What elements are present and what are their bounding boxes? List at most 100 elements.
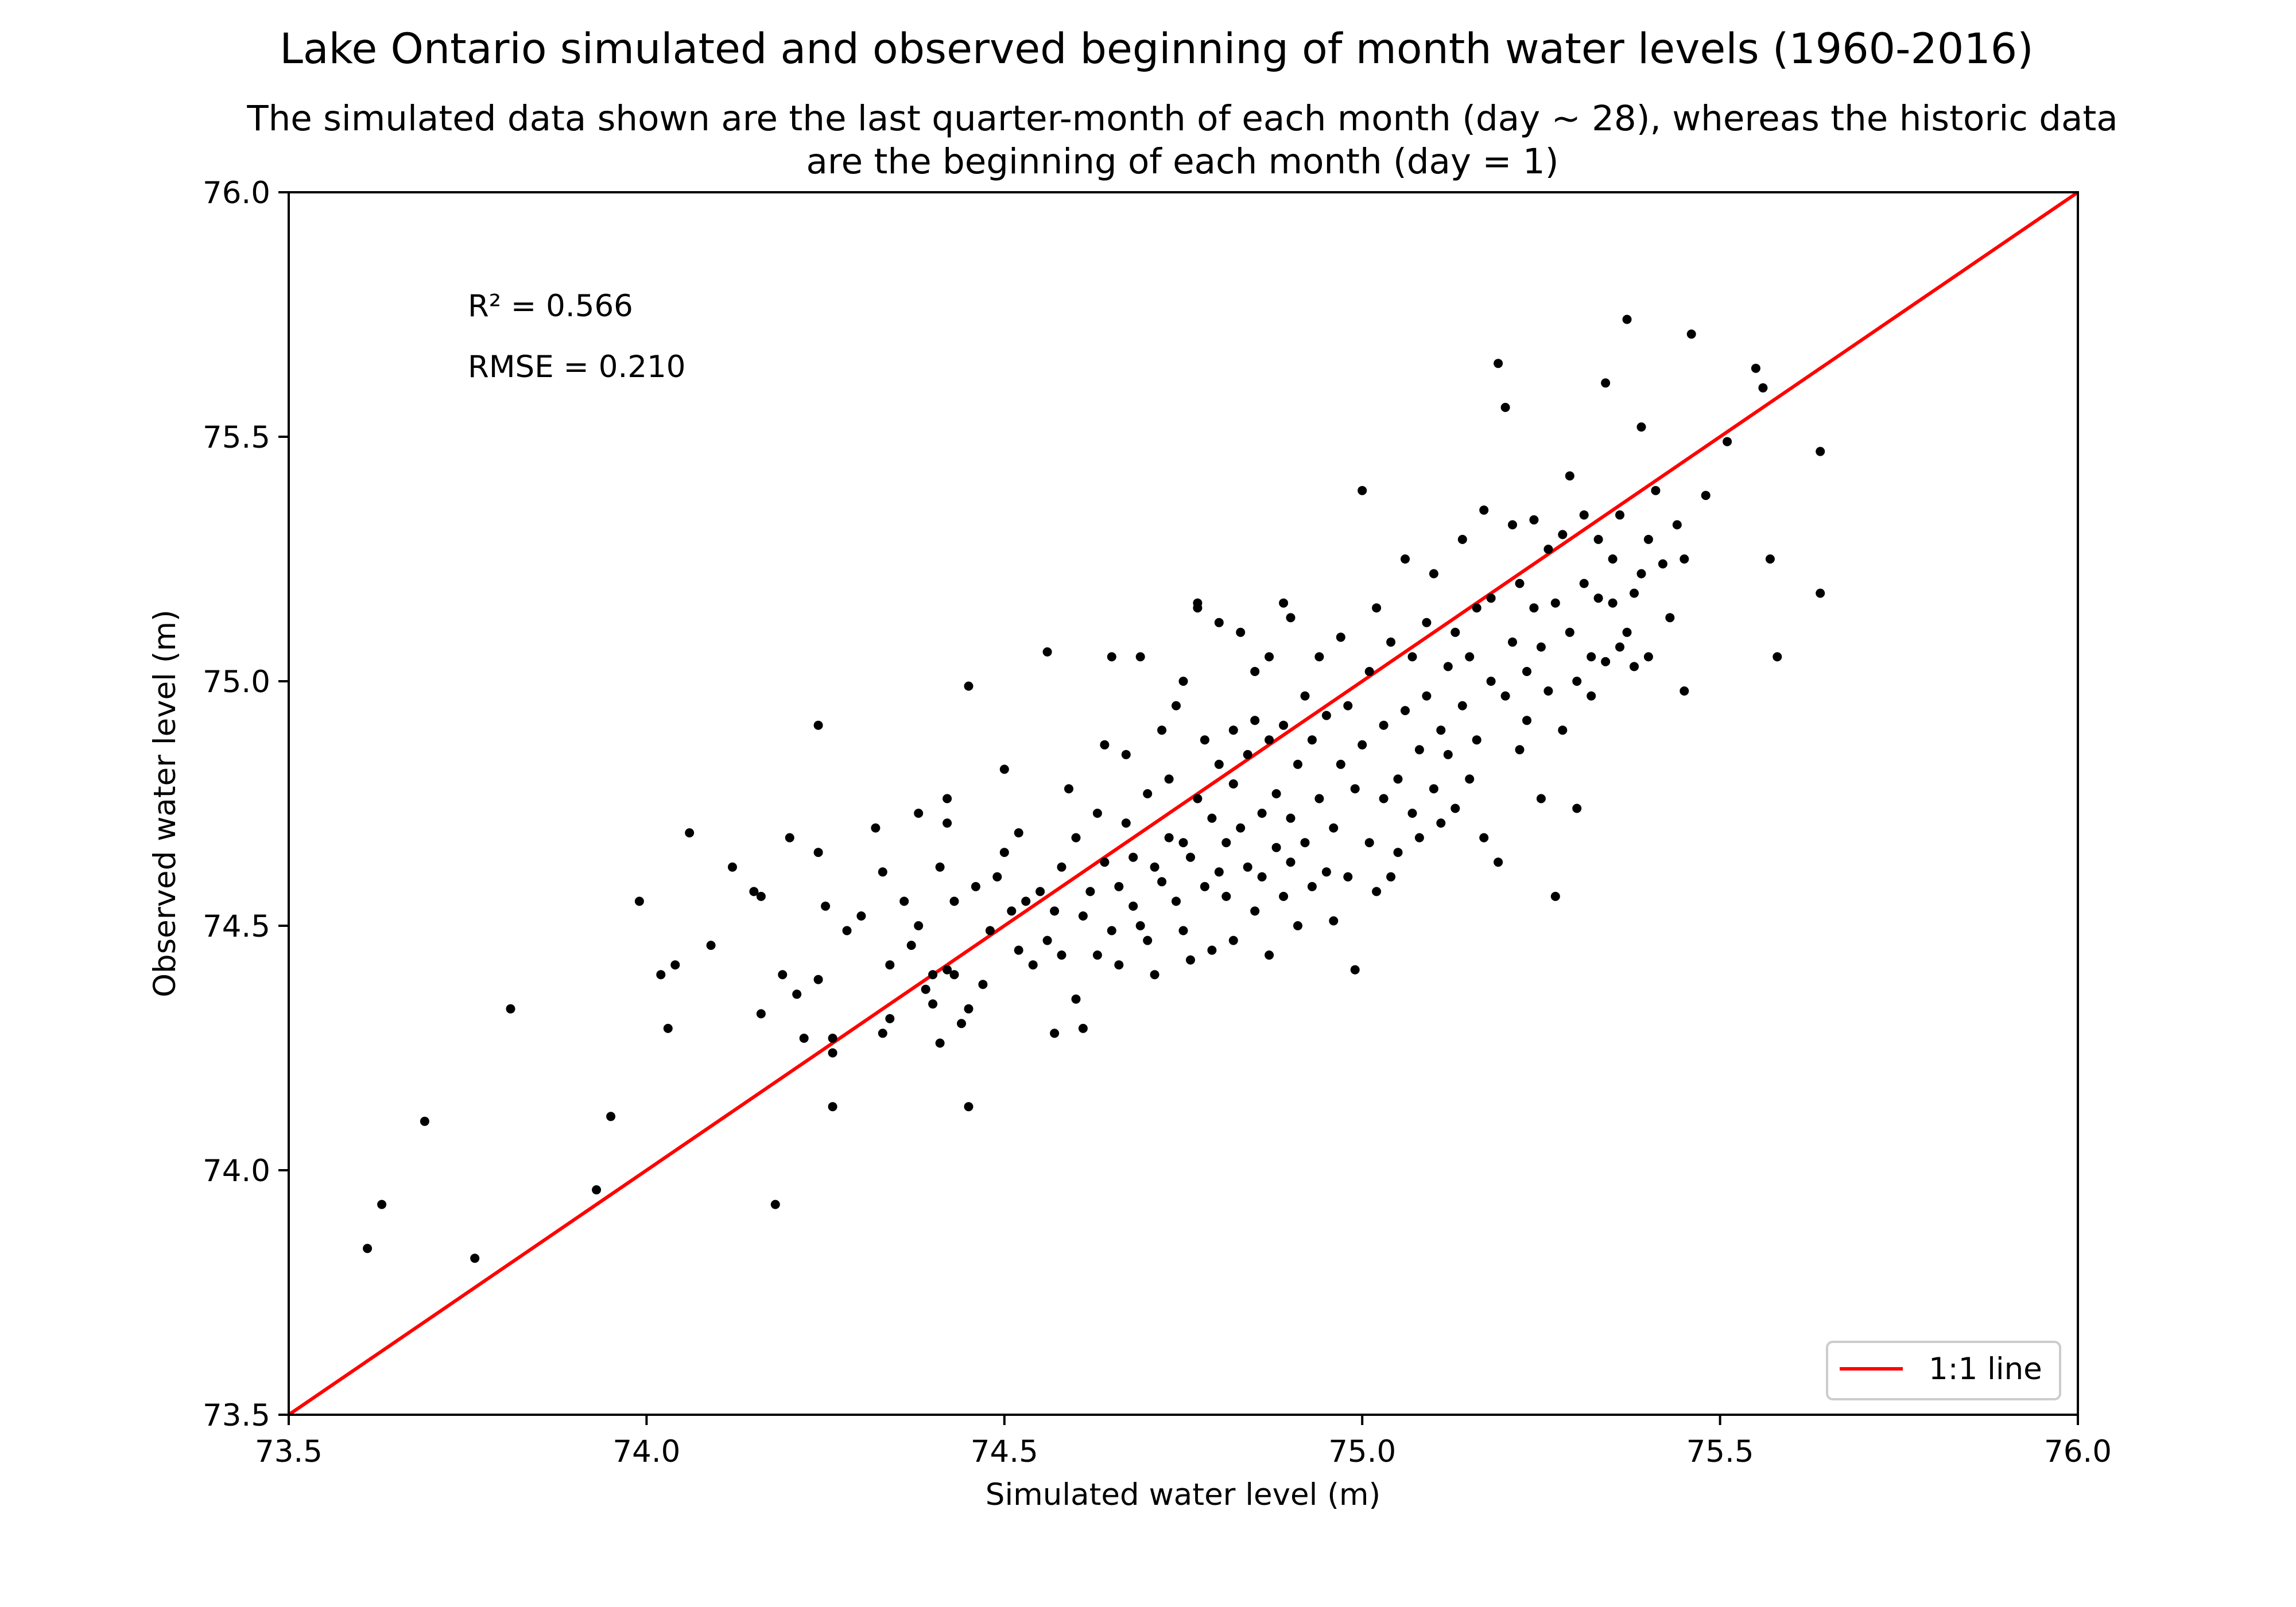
r-squared-annotation: R² = 0.566 <box>468 289 633 324</box>
data-point <box>1314 794 1324 804</box>
data-point <box>1765 554 1775 564</box>
reference-line-1-1 <box>288 191 2079 1416</box>
data-point <box>656 970 666 980</box>
data-point <box>921 984 930 994</box>
data-point <box>1758 383 1768 393</box>
data-point <box>935 1038 945 1048</box>
data-point <box>1472 735 1481 745</box>
data-point <box>1107 652 1116 662</box>
data-point <box>1672 520 1682 530</box>
data-point <box>1379 794 1389 804</box>
data-point <box>949 970 959 980</box>
data-point <box>1529 515 1539 525</box>
data-point <box>670 960 680 970</box>
data-point <box>1064 784 1073 794</box>
data-point <box>1143 789 1153 798</box>
data-point <box>1214 867 1224 877</box>
data-point <box>1401 706 1410 716</box>
data-point <box>1057 950 1066 960</box>
data-point <box>756 891 766 901</box>
data-point <box>1265 950 1274 960</box>
data-point <box>1221 838 1231 848</box>
data-point <box>1643 652 1653 662</box>
data-point <box>1500 402 1510 412</box>
data-point <box>906 941 916 950</box>
data-points-layer <box>363 315 1825 1263</box>
data-point <box>792 989 802 999</box>
data-point <box>728 862 737 872</box>
data-point <box>1429 784 1438 794</box>
data-point <box>1250 667 1260 676</box>
data-point <box>943 794 952 804</box>
y-axis: 73.5 74.0 74.5 75.0 75.5 76.0 <box>203 176 289 1433</box>
data-point <box>1214 759 1224 769</box>
data-point <box>1515 579 1525 588</box>
data-point <box>1329 916 1339 926</box>
data-point <box>1321 867 1331 877</box>
data-point <box>1193 794 1203 804</box>
reference-line-layer <box>288 191 2079 1416</box>
data-point <box>778 970 788 980</box>
data-point <box>1558 725 1568 735</box>
data-point <box>1465 652 1475 662</box>
data-point <box>1085 887 1095 896</box>
data-point <box>1265 652 1274 662</box>
data-point <box>828 1102 837 1112</box>
data-point <box>1364 838 1374 848</box>
data-point <box>377 1200 387 1209</box>
data-point <box>1401 554 1410 564</box>
data-point <box>1121 750 1131 759</box>
legend-label-1-1-line: 1:1 line <box>1929 1352 2042 1387</box>
y-tick-label: 76.0 <box>203 176 270 211</box>
data-point <box>1615 642 1624 652</box>
data-point <box>1021 896 1031 906</box>
chart-title: Lake Ontario simulated and observed begi… <box>280 25 2033 73</box>
data-point <box>1300 838 1310 848</box>
data-point <box>1157 877 1167 887</box>
x-axis: 73.5 74.0 74.5 75.0 75.5 76.0 <box>255 1415 2112 1469</box>
data-point <box>1443 662 1453 671</box>
x-tick-label: 75.5 <box>1686 1434 1754 1469</box>
data-point <box>1157 725 1167 735</box>
data-point <box>1092 809 1102 818</box>
data-point <box>828 1034 837 1043</box>
data-point <box>1587 652 1596 662</box>
data-point <box>928 999 938 1009</box>
data-point <box>943 965 952 975</box>
data-point <box>1343 701 1353 711</box>
data-point <box>1257 809 1267 818</box>
legend-box <box>1826 1341 2061 1400</box>
data-point <box>1630 588 1639 598</box>
data-point <box>813 720 823 730</box>
data-point <box>1543 686 1553 696</box>
data-point <box>1178 926 1188 936</box>
data-point <box>1579 579 1589 588</box>
data-point <box>1601 657 1611 666</box>
data-point <box>1071 994 1081 1004</box>
data-point <box>899 896 909 906</box>
data-point <box>1723 437 1732 447</box>
data-point <box>985 926 995 936</box>
data-point <box>1565 627 1574 637</box>
data-point <box>1078 911 1088 921</box>
data-point <box>1479 505 1489 515</box>
data-point <box>842 926 852 936</box>
data-point <box>949 896 959 906</box>
data-point <box>1300 691 1310 701</box>
data-point <box>1479 833 1489 843</box>
data-point <box>1178 677 1188 686</box>
data-point <box>1143 936 1153 945</box>
data-point <box>1701 491 1711 500</box>
data-point <box>1587 691 1596 701</box>
plot-frame <box>288 191 2079 1416</box>
data-point <box>749 887 759 896</box>
data-point <box>1522 667 1531 676</box>
data-point <box>1135 652 1145 662</box>
data-point <box>964 1102 974 1112</box>
data-point <box>1593 593 1603 603</box>
data-point <box>1543 545 1553 554</box>
x-axis-label: Simulated water level (m) <box>986 1477 1380 1512</box>
data-point <box>1494 857 1503 867</box>
data-point <box>1622 627 1632 637</box>
